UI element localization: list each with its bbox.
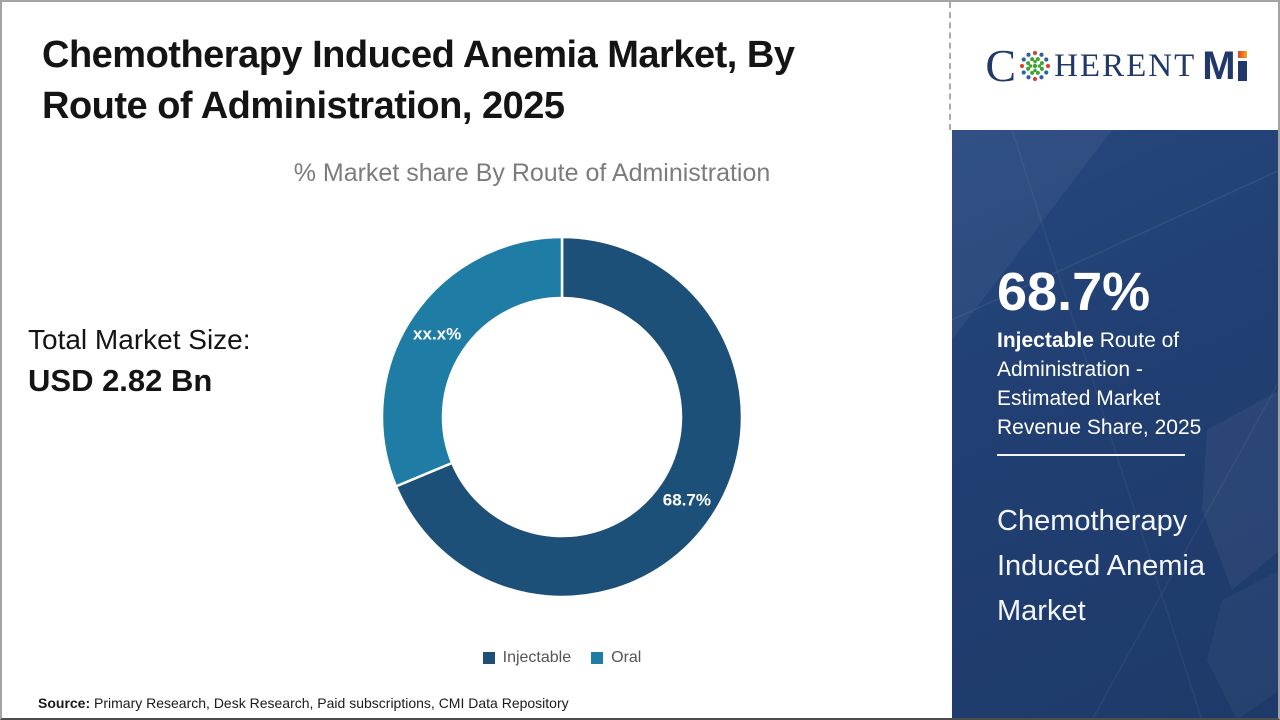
panel-stat-description: Injectable Route of Administration - Est… (997, 326, 1235, 442)
panel-map-texture (952, 130, 1278, 718)
logo-letter-c: C (985, 40, 1017, 91)
coherentmi-logo: C HERENT M (952, 2, 1278, 130)
page-title: Chemotherapy Induced Anemia Market, By R… (42, 30, 882, 132)
dashed-divider (949, 2, 951, 130)
panel-divider (997, 454, 1185, 456)
legend-label-oral: Oral (611, 649, 642, 666)
source-note: Source: Primary Research, Desk Research,… (38, 695, 569, 711)
right-panel: 68.7% Injectable Route of Administration… (952, 130, 1278, 718)
chart-subtitle: % Market share By Route of Administratio… (293, 159, 771, 187)
page-title-line1: Chemotherapy Induced Anemia Market, By (42, 34, 795, 76)
page-title-line2: Route of Administration, 2025 (42, 85, 565, 127)
source-label: Source: (38, 695, 91, 711)
logo-letters-herent: HERENT (1054, 47, 1197, 84)
legend-item-oral: Oral (591, 649, 641, 667)
legend-item-injectable: Injectable (482, 649, 572, 667)
donut-slice-oral (380, 235, 564, 488)
panel-stat-rest: Route of Administration - Estimated Mark… (997, 329, 1202, 439)
slice-label-injectable: 68.7% (663, 491, 711, 510)
legend-swatch-injectable-icon (482, 652, 495, 664)
panel-stat-value: 68.7% (997, 262, 1151, 322)
logo-i-body (1237, 61, 1247, 81)
source-text: Primary Research, Desk Research, Paid su… (90, 695, 569, 711)
coherentmi-logo-row: C HERENT M (985, 40, 1247, 91)
donut-chart-svg: 68.7% xx.x% (380, 235, 744, 599)
logo-i-gap (1237, 58, 1247, 61)
coherent-globe-icon (1019, 50, 1051, 82)
legend-label-injectable: Injectable (502, 649, 572, 666)
slice-label-oral: xx.x% (413, 324, 461, 343)
chart-legend: Injectable Oral (350, 649, 774, 667)
total-market-label: Total Market Size: (28, 324, 251, 355)
legend-swatch-oral-icon (591, 652, 604, 664)
donut-slice-injectable (394, 235, 744, 599)
logo-letter-i-icon (1237, 51, 1247, 81)
logo-letter-m: M (1202, 44, 1235, 88)
total-market-size: Total Market Size: USD 2.82 Bn (28, 324, 251, 399)
panel-stat-segment: Injectable (997, 329, 1094, 352)
donut-chart: 68.7% xx.x% (380, 235, 744, 599)
logo-i-orange-cap (1237, 51, 1247, 58)
panel-report-title: Chemotherapy Induced Anemia Market (997, 505, 1205, 627)
total-market-value: USD 2.82 Bn (28, 363, 213, 398)
